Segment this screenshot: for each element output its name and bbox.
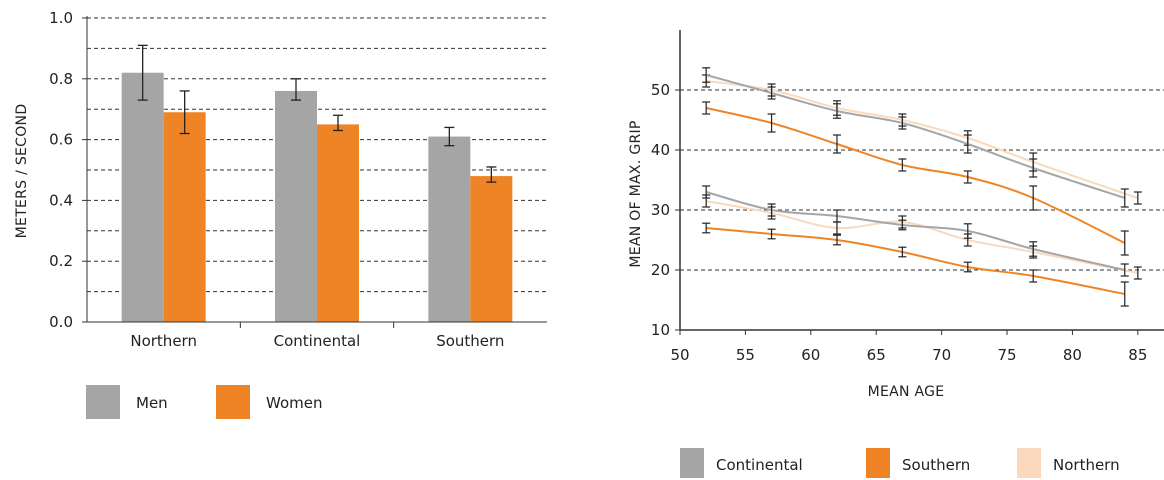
bar-y-tick-label: 0.0: [49, 313, 73, 331]
line-northern-women: [705, 200, 1139, 274]
bar-chart-category-labels: Northern Continental Southern: [130, 332, 504, 350]
legend-label-continental: Continental: [716, 456, 803, 474]
line-y-tick-label: 20: [651, 261, 670, 279]
bar-men: [428, 136, 471, 322]
legend-swatch-northern: [1017, 448, 1041, 478]
line-southern-women: [706, 227, 1125, 295]
bar-chart-y-tick-labels: 0.0 0.2 0.4 0.6 0.8 1.0: [49, 9, 73, 331]
bar-chart-legend: Men Women: [86, 385, 322, 419]
line-southern-men: [705, 107, 1126, 244]
line-x-tick-label: 85: [1128, 346, 1147, 364]
legend-swatch-southern: [866, 448, 890, 478]
line-y-tick-label: 30: [651, 201, 670, 219]
line-chart-series: [702, 67, 1142, 307]
legend-swatch-women: [216, 385, 250, 419]
bar-men: [275, 90, 317, 323]
legend-label-women: Women: [266, 394, 322, 412]
legend-label-northern: Northern: [1053, 456, 1120, 474]
bar-y-tick-label: 0.2: [49, 252, 73, 270]
bar-chart: 0.0 0.2 0.4 0.6 0.8 1.0 Northern Continental So…: [14, 9, 547, 419]
line-continental-men: [705, 74, 1126, 199]
bar-y-tick-label: 0.8: [49, 70, 73, 88]
line-chart: 10 20 30 40 50 50 55 60 65 70 75 80 85 MEAN OF MAX.…: [628, 30, 1164, 478]
bar-chart-bars: [121, 72, 513, 323]
bar-chart-y-axis-title: METERS / SECOND: [14, 104, 30, 239]
line-chart-y-axis-title: MEAN OF MAX. GRIP: [628, 120, 644, 267]
legend-label-men: Men: [136, 394, 168, 412]
bar-y-tick-label: 1.0: [49, 9, 73, 27]
bar-women: [470, 176, 513, 322]
bar-women: [163, 112, 206, 323]
bar-y-tick-label: 0.4: [49, 191, 73, 209]
line-y-tick-label: 10: [651, 321, 670, 339]
line-chart-x-axis-title: MEAN AGE: [868, 384, 945, 400]
line-x-tick-label: 65: [867, 346, 886, 364]
legend-swatch-men: [86, 385, 120, 419]
line-chart-x-tick-labels: 50 55 60 65 70 75 80 85: [670, 346, 1147, 364]
line-x-tick-label: 50: [670, 346, 689, 364]
bar-category-label: Southern: [436, 332, 504, 350]
bar-men: [121, 72, 164, 322]
bar-category-label: Continental: [274, 332, 361, 350]
line-x-tick-label: 55: [736, 346, 755, 364]
line-chart-gridlines: [680, 89, 1164, 271]
bar-y-tick-label: 0.6: [49, 131, 73, 149]
bar-chart-error-bars: [137, 44, 497, 183]
bar-chart-axes: [82, 16, 547, 328]
line-x-tick-label: 60: [801, 346, 820, 364]
line-y-tick-label: 50: [651, 81, 670, 99]
line-chart-axes: [675, 30, 1164, 335]
line-chart-legend: Continental Southern Northern: [680, 448, 1120, 478]
legend-swatch-continental: [680, 448, 704, 478]
legend-label-southern: Southern: [902, 456, 970, 474]
bar-women: [317, 124, 359, 323]
line-x-tick-label: 70: [932, 346, 951, 364]
line-chart-y-tick-labels: 10 20 30 40 50: [651, 81, 670, 339]
line-x-tick-label: 80: [1063, 346, 1082, 364]
line-y-tick-label: 40: [651, 141, 670, 159]
bar-category-label: Northern: [130, 332, 197, 350]
line-x-tick-label: 75: [997, 346, 1016, 364]
